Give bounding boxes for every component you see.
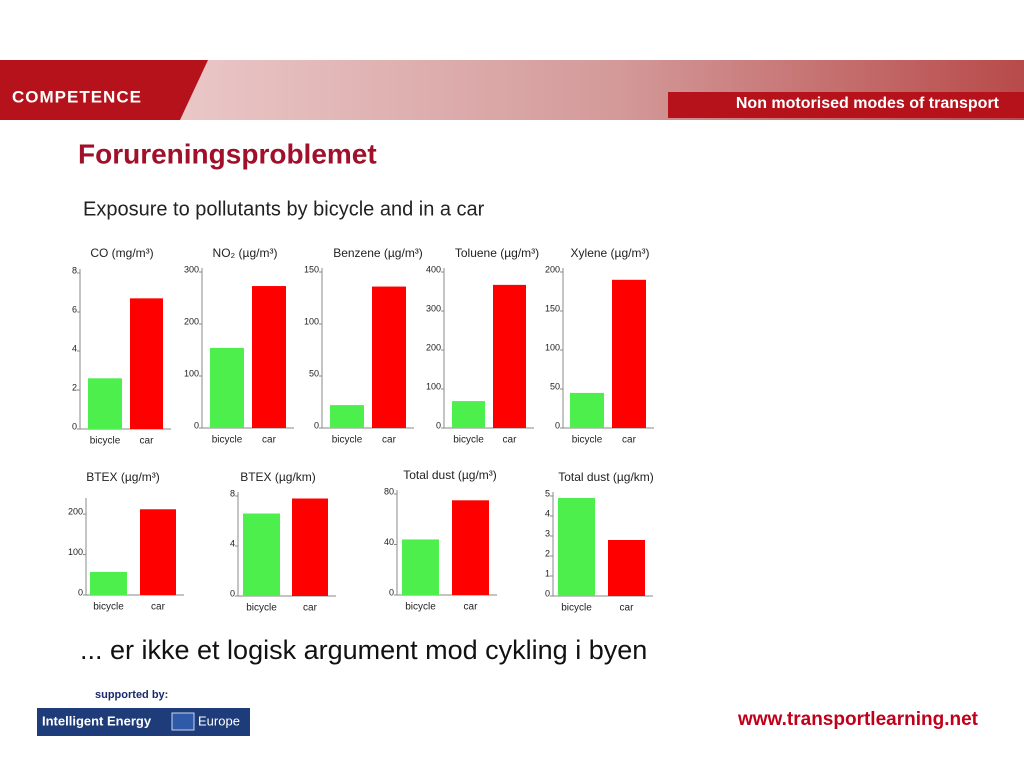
y-tick-label: 0	[545, 588, 550, 598]
y-tick-label: 0	[436, 420, 441, 430]
logo: COMPETENCE	[12, 87, 142, 106]
y-tick-label: 0	[555, 420, 560, 430]
chart-title: Xylene (µg/m³)	[571, 246, 650, 260]
bar	[252, 286, 286, 428]
y-tick-label: 100	[426, 381, 441, 391]
bar	[608, 540, 645, 596]
x-tick-label: car	[622, 435, 637, 446]
subtitle: Exposure to pollutants by bicycle and in…	[83, 198, 485, 220]
bar	[130, 298, 163, 429]
y-tick-label: 80	[384, 486, 394, 496]
x-tick-label: bicycle	[453, 435, 484, 446]
y-tick-label: 3	[545, 528, 550, 538]
y-tick-label: 1	[545, 568, 550, 578]
y-tick-label: 5	[545, 488, 550, 498]
y-tick-label: 0	[389, 587, 394, 597]
supported-by: supported by:	[95, 689, 168, 701]
y-tick-label: 200	[68, 507, 83, 517]
bar	[452, 401, 485, 428]
y-tick-label: 4	[230, 538, 235, 548]
bar	[493, 284, 526, 428]
bar	[292, 498, 328, 596]
bar	[558, 498, 595, 596]
sponsor-logo	[37, 708, 250, 736]
y-tick-label: 0	[194, 420, 199, 430]
x-tick-label: car	[382, 435, 397, 446]
sponsor-left: Intelligent Energy	[42, 713, 152, 728]
bar	[402, 539, 439, 595]
bar	[330, 405, 364, 428]
bar	[90, 571, 127, 595]
chart-title: Toluene (µg/m³)	[455, 246, 539, 260]
y-tick-label: 8	[72, 265, 77, 275]
y-tick-label: 300	[426, 303, 441, 313]
bar	[612, 279, 646, 428]
chart-title: BTEX (µg/m³)	[86, 470, 160, 484]
y-tick-label: 4	[545, 508, 550, 518]
y-tick-label: 200	[184, 316, 199, 326]
y-tick-label: 200	[426, 342, 441, 352]
x-tick-label: car	[262, 435, 277, 446]
bar	[140, 509, 176, 595]
y-tick-label: 300	[184, 264, 199, 274]
x-tick-label: bicycle	[90, 436, 121, 447]
eu-flag	[171, 712, 195, 731]
y-tick-label: 50	[309, 368, 319, 378]
y-tick-label: 100	[304, 316, 319, 326]
y-tick-label: 0	[78, 587, 83, 597]
x-tick-label: car	[140, 436, 155, 447]
y-tick-label: 0	[314, 420, 319, 430]
y-tick-label: 8	[230, 488, 235, 498]
x-tick-label: bicycle	[572, 435, 603, 446]
y-tick-label: 100	[545, 342, 560, 352]
y-tick-label: 200	[545, 264, 560, 274]
y-tick-label: 150	[545, 303, 560, 313]
x-tick-label: car	[303, 603, 318, 614]
chart-title: Benzene (µg/m³)	[333, 246, 423, 260]
x-tick-label: bicycle	[561, 603, 592, 614]
slide-title: Forureningsproblemet	[78, 138, 377, 169]
y-tick-label: 2	[545, 548, 550, 558]
bar	[88, 378, 122, 429]
bar	[372, 286, 406, 428]
sponsor-right: Europe	[198, 713, 240, 728]
y-tick-label: 4	[72, 343, 77, 353]
y-tick-label: 100	[184, 368, 199, 378]
bar	[210, 347, 244, 428]
url: www.transportlearning.net	[737, 709, 979, 730]
x-tick-label: bicycle	[212, 435, 243, 446]
chart-title: CO (mg/m³)	[90, 246, 153, 260]
chart-title: Total dust (µg/km)	[558, 470, 654, 484]
y-tick-label: 50	[550, 381, 560, 391]
y-tick-label: 400	[426, 264, 441, 274]
y-tick-label: 100	[68, 547, 83, 557]
x-tick-label: bicycle	[332, 435, 363, 446]
y-tick-label: 0	[72, 421, 77, 431]
y-tick-label: 6	[72, 304, 77, 314]
chart-title: Total dust (µg/m³)	[403, 468, 497, 482]
topic: Non motorised modes of transport	[736, 95, 1000, 112]
x-tick-label: bicycle	[93, 602, 124, 613]
y-tick-label: 2	[72, 382, 77, 392]
statement: ... er ikke et logisk argument mod cykli…	[80, 635, 647, 665]
y-tick-label: 40	[384, 537, 394, 547]
x-tick-label: bicycle	[246, 603, 277, 614]
bar	[243, 513, 280, 596]
bar	[452, 500, 489, 595]
chart-title: BTEX (µg/km)	[240, 470, 316, 484]
topic-box	[668, 92, 1024, 118]
bar	[570, 392, 604, 428]
y-tick-label: 0	[230, 588, 235, 598]
y-tick-label: 150	[304, 264, 319, 274]
x-tick-label: car	[503, 435, 518, 446]
x-tick-label: car	[464, 602, 479, 613]
logo-band	[0, 60, 208, 120]
x-tick-label: car	[620, 603, 635, 614]
x-tick-label: car	[151, 602, 166, 613]
chart-title: NO₂ (µg/m³)	[213, 246, 278, 260]
x-tick-label: bicycle	[405, 602, 436, 613]
